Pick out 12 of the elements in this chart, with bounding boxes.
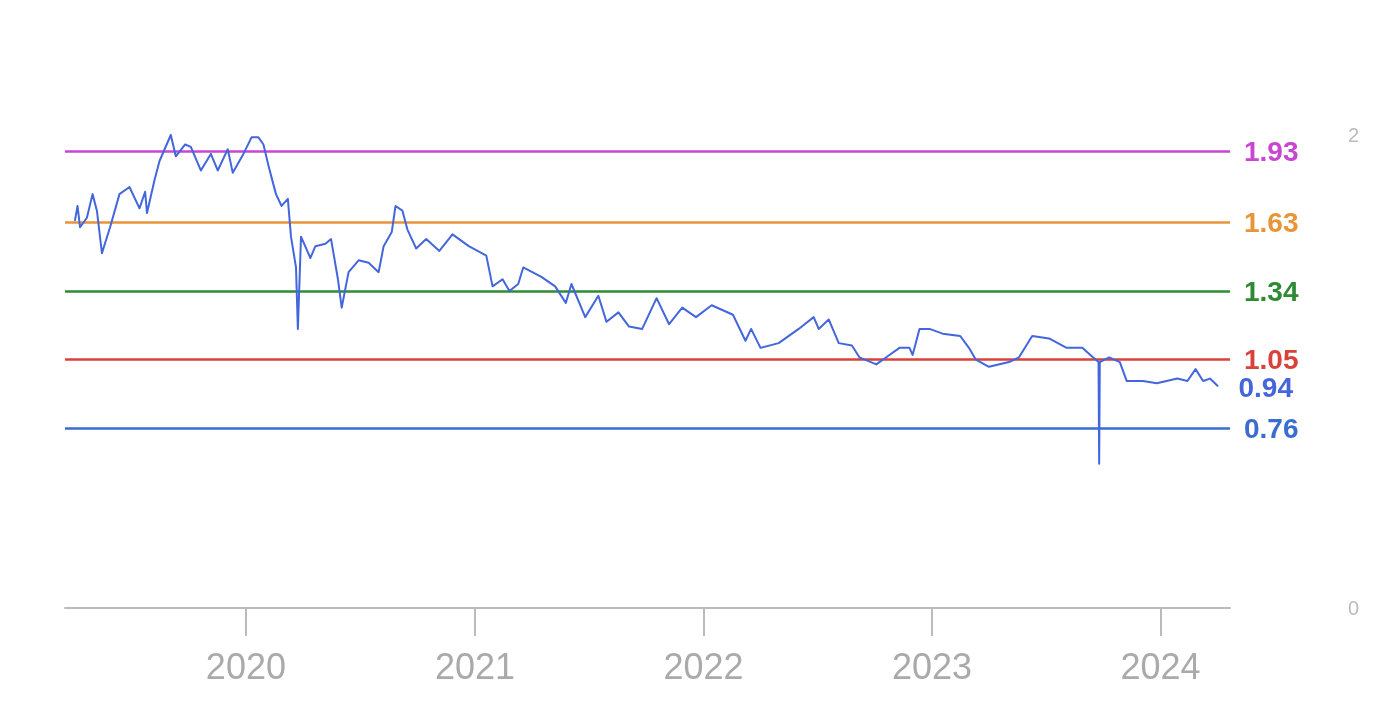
- x-tick-label: 2023: [891, 645, 973, 687]
- ref-line-label: 1.34: [1244, 275, 1299, 307]
- y-tick-label: 0: [1348, 597, 1360, 619]
- y-tick-label: 2: [1348, 124, 1360, 146]
- x-tick-label: 2020: [205, 645, 286, 687]
- ref-line-label: 1.93: [1244, 136, 1299, 168]
- line-series: [74, 134, 1219, 465]
- ref-line-label: 1.63: [1244, 207, 1299, 239]
- x-tick-label: 2021: [434, 645, 516, 687]
- x-tick-label: 2022: [663, 645, 744, 687]
- ref-line-label: 0.76: [1244, 412, 1299, 444]
- x-tick-label: 2024: [1120, 645, 1201, 687]
